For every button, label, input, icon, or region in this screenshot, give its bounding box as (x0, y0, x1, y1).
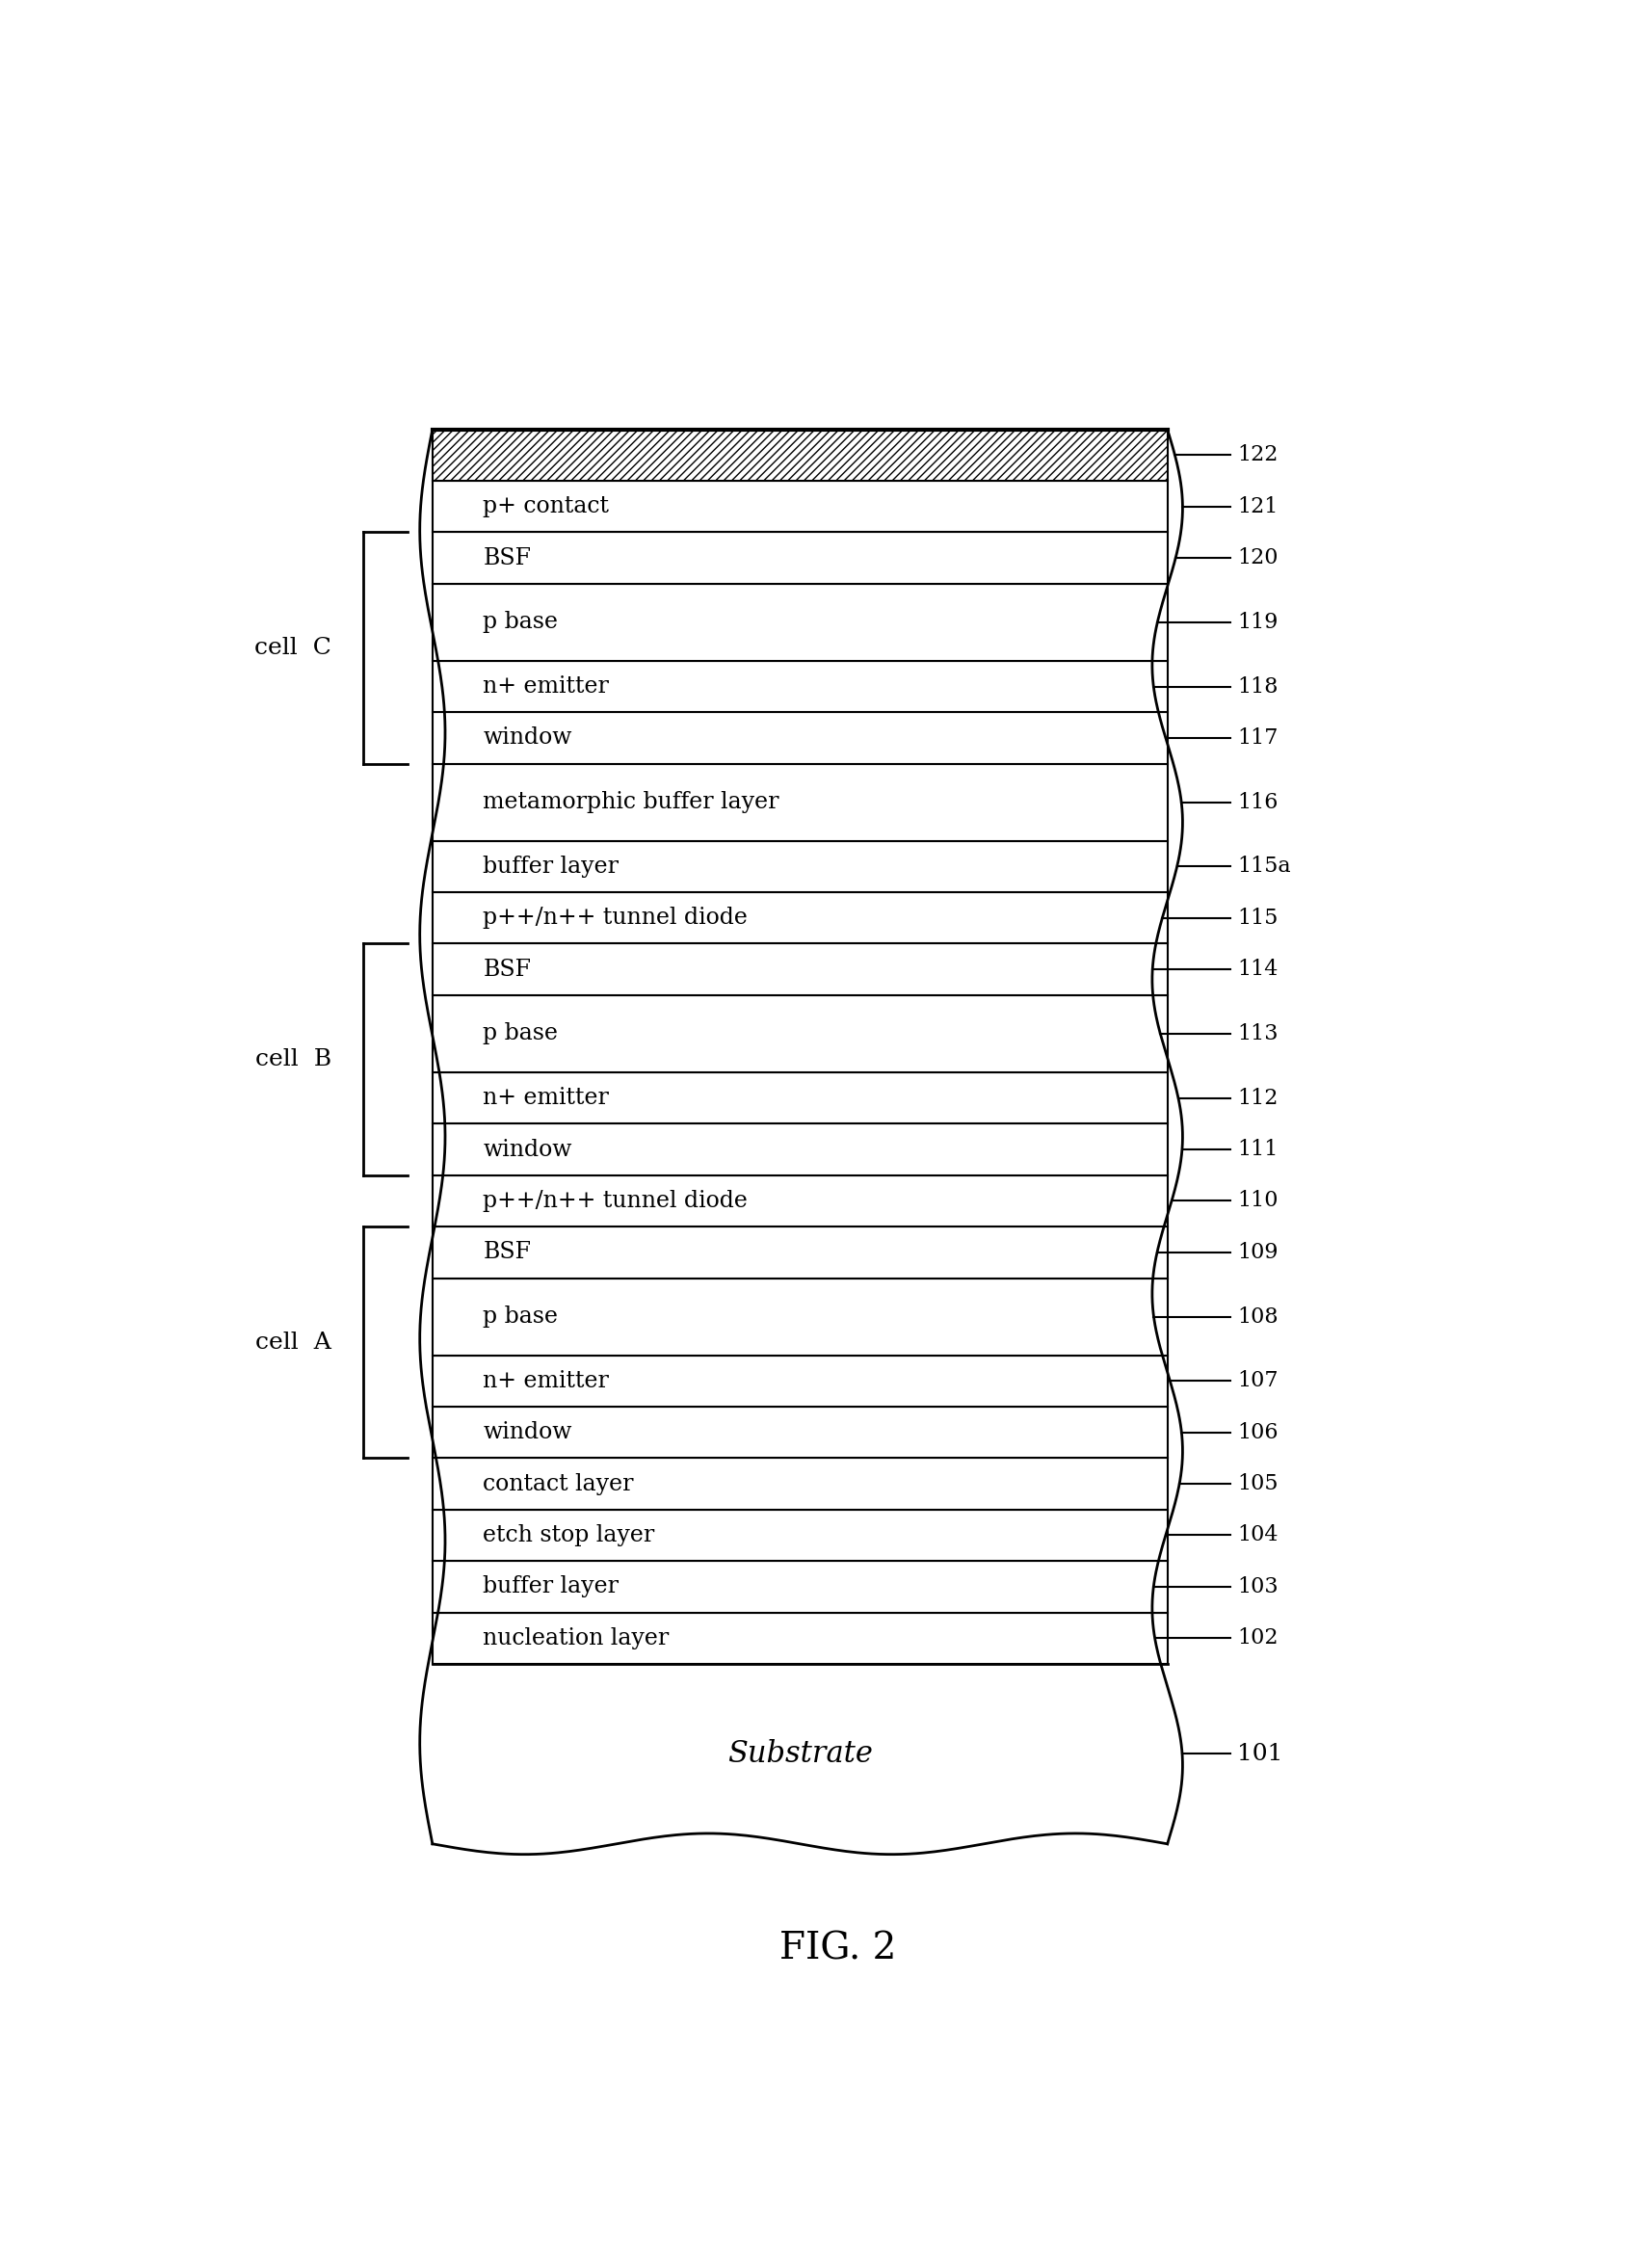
Text: p++/n++ tunnel diode: p++/n++ tunnel diode (484, 907, 747, 930)
Text: 122: 122 (1238, 445, 1279, 465)
Text: 119: 119 (1238, 612, 1279, 633)
Text: n+ emitter: n+ emitter (484, 676, 610, 699)
Bar (432, 764, 1167, 841)
Text: nucleation layer: nucleation layer (484, 1626, 669, 1649)
Text: etch stop layer: etch stop layer (484, 1524, 656, 1547)
Bar (432, 841, 1167, 891)
Text: p++/n++ tunnel diode: p++/n++ tunnel diode (484, 1191, 747, 1211)
Text: 120: 120 (1238, 547, 1279, 569)
Bar (432, 1613, 1167, 1665)
Text: n+ emitter: n+ emitter (484, 1370, 610, 1393)
Bar (432, 1458, 1167, 1510)
Text: buffer layer: buffer layer (484, 1576, 620, 1597)
Text: 108: 108 (1238, 1306, 1279, 1327)
Text: 117: 117 (1238, 728, 1279, 748)
Text: 110: 110 (1238, 1191, 1279, 1211)
Text: BSF: BSF (484, 547, 531, 569)
Text: 105: 105 (1238, 1474, 1279, 1495)
Text: 113: 113 (1238, 1023, 1279, 1043)
Text: 116: 116 (1238, 792, 1279, 812)
Text: p base: p base (484, 1306, 558, 1327)
Bar (432, 1356, 1167, 1406)
Text: 118: 118 (1238, 676, 1279, 696)
Text: 103: 103 (1238, 1576, 1279, 1597)
Bar (432, 943, 1167, 996)
Bar (432, 481, 1167, 533)
Text: 114: 114 (1238, 959, 1279, 980)
Text: 115: 115 (1238, 907, 1279, 928)
Text: cell  C: cell C (253, 637, 330, 660)
Bar (432, 1073, 1167, 1123)
Text: p+ contact: p+ contact (484, 494, 610, 517)
Bar (432, 996, 1167, 1073)
Text: FIG. 2: FIG. 2 (780, 1930, 896, 1966)
Text: 115a: 115a (1238, 855, 1290, 878)
Bar (432, 1175, 1167, 1227)
Text: Substrate: Substrate (728, 1740, 873, 1769)
Text: 102: 102 (1238, 1628, 1279, 1649)
Text: 121: 121 (1238, 497, 1279, 517)
Text: buffer layer: buffer layer (484, 855, 620, 878)
Bar (432, 712, 1167, 764)
Bar (432, 533, 1167, 583)
Bar (432, 1227, 1167, 1279)
Text: 106: 106 (1238, 1422, 1279, 1442)
Text: 111: 111 (1238, 1139, 1279, 1159)
Bar (432, 1665, 1167, 1844)
Bar (432, 891, 1167, 943)
Text: n+ emitter: n+ emitter (484, 1086, 610, 1109)
Bar (432, 583, 1167, 660)
Text: p base: p base (484, 610, 558, 633)
Text: p base: p base (484, 1023, 558, 1046)
Text: cell  A: cell A (255, 1331, 330, 1354)
Text: window: window (484, 726, 572, 748)
Text: BSF: BSF (484, 959, 531, 980)
Bar (432, 1560, 1167, 1613)
Text: window: window (484, 1139, 572, 1161)
Bar (432, 1123, 1167, 1175)
Text: cell  B: cell B (255, 1048, 330, 1070)
Bar (432, 429, 1167, 481)
Bar (432, 1510, 1167, 1560)
Text: 107: 107 (1238, 1370, 1279, 1393)
Bar (432, 1406, 1167, 1458)
Text: window: window (484, 1422, 572, 1442)
Text: 112: 112 (1238, 1086, 1279, 1109)
Text: 109: 109 (1238, 1243, 1279, 1263)
Text: metamorphic buffer layer: metamorphic buffer layer (484, 792, 780, 814)
Bar (432, 1279, 1167, 1356)
Bar (432, 660, 1167, 712)
Text: 101: 101 (1238, 1742, 1283, 1765)
Text: BSF: BSF (484, 1241, 531, 1263)
Text: 104: 104 (1238, 1524, 1279, 1547)
Text: contact layer: contact layer (484, 1472, 634, 1495)
